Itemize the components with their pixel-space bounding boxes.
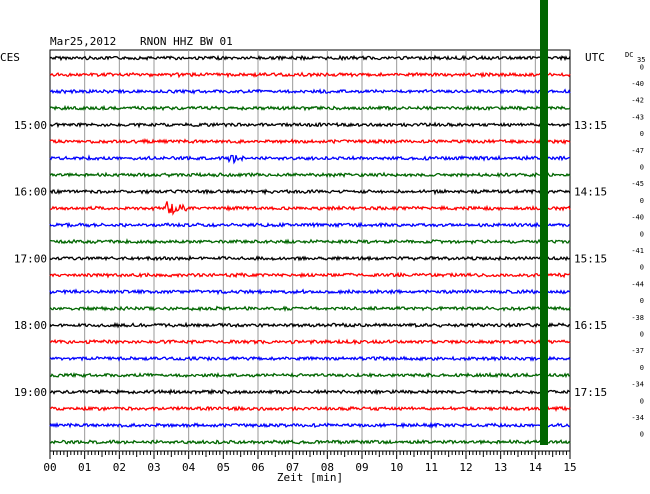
x-tick-label: 15 bbox=[563, 461, 576, 474]
x-tick-label: 06 bbox=[251, 461, 264, 474]
dc-offset-value: 0 bbox=[640, 330, 644, 338]
left-time-label: 19:00 bbox=[14, 386, 47, 399]
right-time-label: 13:15 bbox=[574, 119, 607, 132]
dc-offset-value: -40 bbox=[631, 80, 644, 88]
chart-station: RNON HHZ BW 01 bbox=[140, 35, 233, 48]
dc-offset-value: 0 bbox=[640, 230, 644, 238]
left-timezone: CES bbox=[0, 51, 20, 64]
dc-offset-value: 0 bbox=[640, 264, 644, 272]
dc-offset-value: 0 bbox=[640, 63, 644, 71]
x-tick-label: 10 bbox=[390, 461, 403, 474]
dc-offset-value: -40 bbox=[631, 214, 644, 222]
seismic-trace bbox=[49, 288, 571, 296]
right-time-label: 16:15 bbox=[574, 319, 607, 332]
seismic-trace bbox=[49, 355, 571, 362]
left-time-label: 16:00 bbox=[14, 186, 47, 199]
dc-offset-value: 0 bbox=[640, 297, 644, 305]
dc-offset-value: 0 bbox=[640, 364, 644, 372]
seismic-trace bbox=[50, 438, 571, 446]
dc-header-label: DC bbox=[625, 51, 633, 59]
seismic-trace bbox=[49, 88, 571, 95]
x-tick-label: 07 bbox=[286, 461, 299, 474]
dc-offset-value: -43 bbox=[631, 113, 644, 121]
dc-offset-value: -47 bbox=[631, 147, 644, 155]
seismic-trace bbox=[49, 338, 571, 346]
minute-grid bbox=[49, 49, 571, 452]
dc-offset-value: -38 bbox=[631, 314, 644, 322]
dc-offset-value: -34 bbox=[631, 381, 644, 389]
seismic-trace bbox=[49, 154, 571, 165]
dc-offset-value: -34 bbox=[631, 414, 644, 422]
seismic-trace bbox=[49, 271, 571, 279]
seismic-trace bbox=[49, 371, 571, 379]
seismic-trace bbox=[49, 405, 571, 412]
x-tick-label: 08 bbox=[321, 461, 334, 474]
dc-offset-value: -42 bbox=[631, 97, 644, 105]
seismic-traces bbox=[49, 0, 571, 446]
seismic-trace bbox=[49, 221, 571, 229]
x-tick-label: 04 bbox=[182, 461, 196, 474]
x-tick-label: 02 bbox=[113, 461, 126, 474]
x-tick-label: 11 bbox=[425, 461, 438, 474]
seismic-trace bbox=[49, 104, 571, 112]
dc-offset-value: -45 bbox=[631, 180, 644, 188]
x-tick-label: 00 bbox=[43, 461, 56, 474]
right-time-label: 15:15 bbox=[574, 252, 607, 265]
seismic-trace bbox=[49, 305, 571, 312]
chart-date: Mar25,2012 bbox=[50, 35, 116, 48]
x-tick-label: 05 bbox=[217, 461, 230, 474]
time-labels: 15:00 16:00 17:00 18:00 19:00 13:15 14:15 15:15… bbox=[14, 119, 607, 399]
dc-offset-value: 0 bbox=[640, 164, 644, 172]
dc-offset-value: 0 bbox=[640, 130, 644, 138]
dc-offset-value: 0 bbox=[640, 431, 644, 439]
left-time-label: 17:00 bbox=[14, 252, 47, 265]
right-time-label: 17:15 bbox=[574, 386, 607, 399]
seismic-trace bbox=[49, 238, 571, 245]
x-tick-label: 12 bbox=[459, 461, 472, 474]
left-time-label: 15:00 bbox=[14, 119, 47, 132]
seismic-trace bbox=[49, 121, 571, 129]
seismic-trace bbox=[49, 421, 571, 429]
x-tick-label: 01 bbox=[78, 461, 91, 474]
seismic-trace bbox=[49, 138, 571, 146]
x-axis: 00 01 02 03 04 05 06 07 08 09 10 11 12 13 14 15 bbox=[43, 451, 577, 474]
x-tick-label: 13 bbox=[494, 461, 507, 474]
right-time-label: 14:15 bbox=[574, 186, 607, 199]
seismic-trace bbox=[49, 388, 571, 396]
right-timezone: UTC bbox=[585, 51, 605, 64]
dc-offset-value: -41 bbox=[631, 247, 644, 255]
x-tick-label: 14 bbox=[529, 461, 543, 474]
seismic-trace bbox=[49, 71, 571, 79]
x-tick-label: 09 bbox=[355, 461, 368, 474]
seismic-trace bbox=[49, 201, 571, 216]
x-axis-title: Zeit [min] bbox=[277, 471, 343, 484]
dc-offset-column: 0 -40 -42 -43 0 -47 0 -45 0 -40 0 -41 0 -44 0 -38 0 -37 0 -… bbox=[631, 63, 644, 438]
dc-first-value: 35 bbox=[637, 56, 645, 64]
dc-offset-value: -37 bbox=[631, 347, 644, 355]
dc-offset-value: -44 bbox=[631, 280, 644, 288]
current-time-marker bbox=[540, 0, 548, 445]
seismic-trace bbox=[49, 254, 571, 262]
seismic-trace bbox=[49, 54, 571, 62]
seismic-trace bbox=[49, 321, 571, 329]
seismic-trace bbox=[49, 188, 571, 196]
dc-offset-value: 0 bbox=[640, 197, 644, 205]
left-time-label: 18:00 bbox=[14, 319, 47, 332]
dc-offset-value: 0 bbox=[640, 397, 644, 405]
x-tick-label: 03 bbox=[147, 461, 160, 474]
seismic-trace bbox=[49, 171, 571, 179]
